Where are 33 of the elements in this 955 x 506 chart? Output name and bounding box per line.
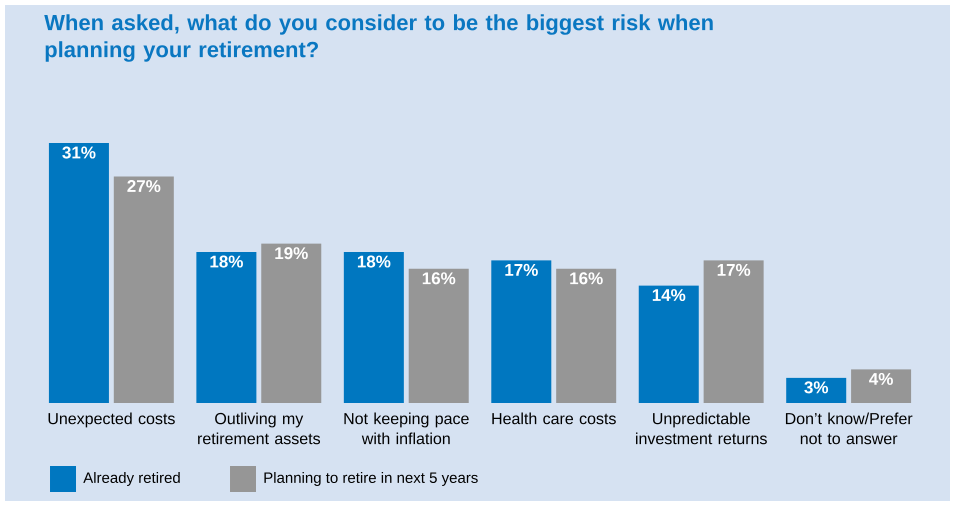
x-tick-label: Don’t know/Prefer not to answer xyxy=(786,412,912,444)
x-tick-label: Not keeping pace with inflation xyxy=(344,412,469,444)
bar xyxy=(491,260,552,403)
data-label: 16% xyxy=(422,272,456,284)
data-label: 18% xyxy=(358,256,390,268)
bar xyxy=(408,268,469,403)
bar xyxy=(261,244,322,403)
bar xyxy=(48,142,109,403)
chart-title: When asked, what do you consider to be the biggest risk when planning your retirement? xyxy=(44,14,713,62)
x-tick-label: Unpredictable investment returns xyxy=(636,412,767,444)
x-tick-label: Health care costs xyxy=(492,412,616,424)
bar xyxy=(556,268,616,403)
x-tick-label: Unexpected costs xyxy=(48,412,175,428)
bar xyxy=(851,369,912,403)
data-label: 16% xyxy=(570,272,603,284)
data-label: 17% xyxy=(718,264,750,276)
data-label: 14% xyxy=(652,289,686,302)
data-label: 27% xyxy=(127,180,160,192)
data-label: 18% xyxy=(210,256,243,268)
bar xyxy=(786,378,846,403)
bar xyxy=(114,176,174,403)
x-tick-label: Outliving my retirement assets xyxy=(198,412,320,444)
data-label: 17% xyxy=(505,264,538,276)
data-label: 31% xyxy=(62,146,96,159)
bar xyxy=(196,252,256,403)
legend-label: Planning to retire in next 5 years xyxy=(264,472,478,486)
bar xyxy=(704,260,764,403)
data-label: 19% xyxy=(275,247,308,260)
legend-label: Already retired xyxy=(83,472,180,486)
data-label: 4% xyxy=(869,372,893,385)
bar xyxy=(638,286,699,403)
bar xyxy=(344,252,404,403)
data-label: 3% xyxy=(804,381,828,394)
